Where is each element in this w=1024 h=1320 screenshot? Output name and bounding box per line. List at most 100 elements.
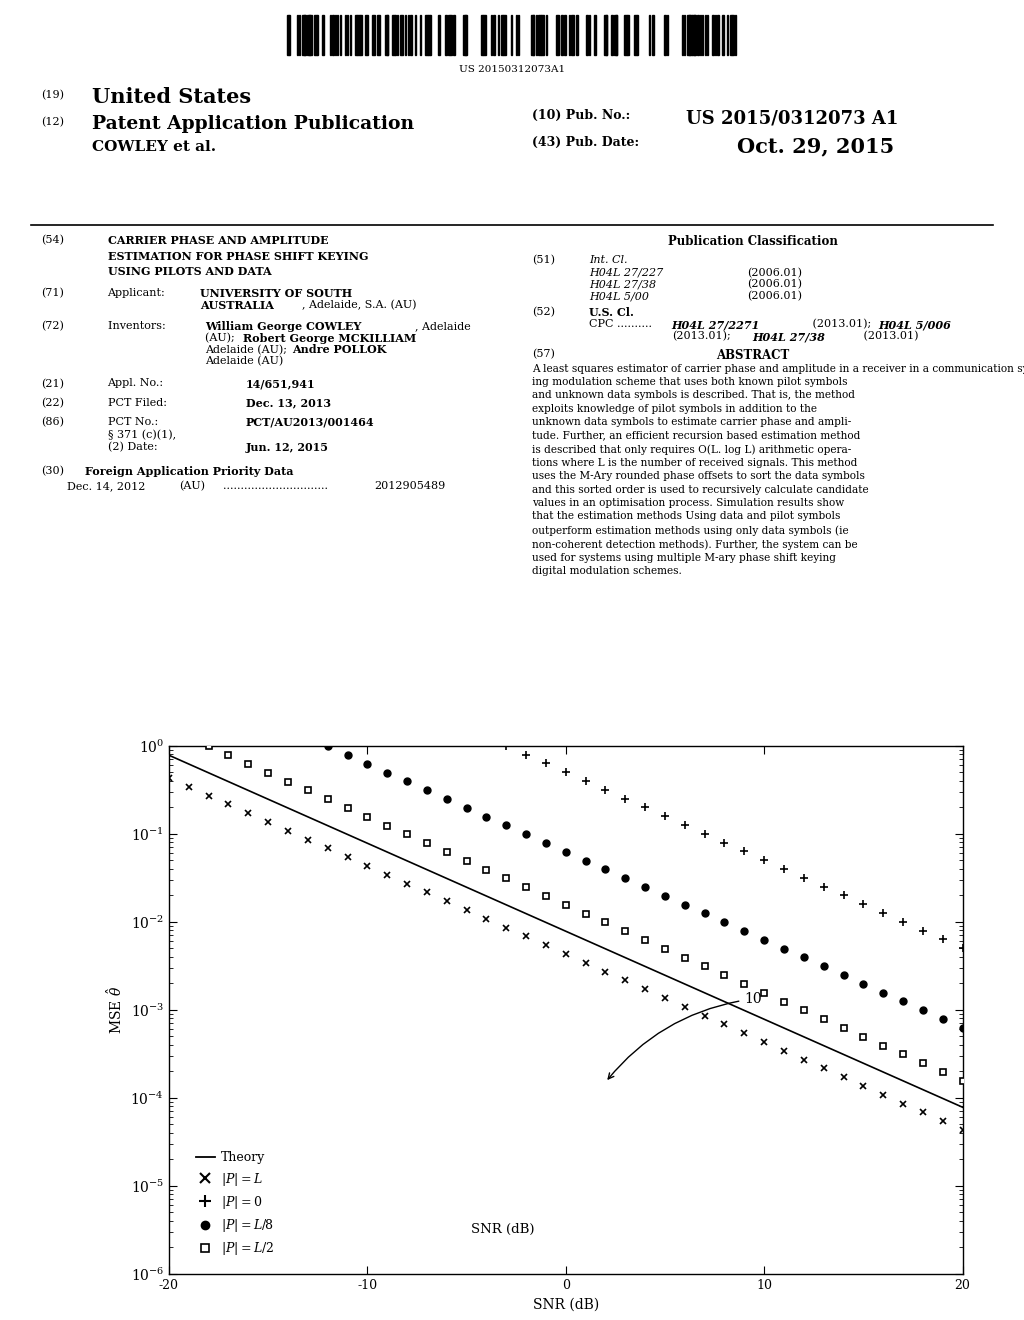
Text: William George COWLEY: William George COWLEY xyxy=(205,321,361,331)
Text: ..............................: .............................. xyxy=(223,482,329,491)
Text: (54): (54) xyxy=(41,235,63,246)
Text: (57): (57) xyxy=(532,348,555,359)
Text: (52): (52) xyxy=(532,306,555,317)
Bar xyxy=(428,15,430,55)
Text: U.S. Cl.: U.S. Cl. xyxy=(589,306,634,318)
Text: (51): (51) xyxy=(532,255,555,265)
Bar xyxy=(501,15,503,55)
Bar xyxy=(480,15,483,55)
Bar xyxy=(335,15,337,55)
Text: A least squares estimator of carrier phase and amplitude in a receiver in a comm: A least squares estimator of carrier pha… xyxy=(532,364,1024,577)
Text: AUSTRALIA: AUSTRALIA xyxy=(200,300,273,312)
Text: (30): (30) xyxy=(41,466,63,477)
Bar xyxy=(530,15,534,55)
Text: § 371 (c)(1),: § 371 (c)(1), xyxy=(108,430,176,441)
Bar xyxy=(392,15,395,55)
Bar xyxy=(359,15,362,55)
Bar xyxy=(345,15,346,55)
Bar xyxy=(503,15,506,55)
Text: (43) Pub. Date:: (43) Pub. Date: xyxy=(532,136,640,149)
Bar xyxy=(624,15,627,55)
Text: Applicant:: Applicant: xyxy=(108,288,169,298)
Bar xyxy=(689,15,692,55)
Bar xyxy=(357,15,360,55)
Text: Dec. 14, 2012: Dec. 14, 2012 xyxy=(67,482,145,491)
Bar xyxy=(634,15,637,55)
Text: Oct. 29, 2015: Oct. 29, 2015 xyxy=(737,136,895,156)
Bar xyxy=(587,15,588,55)
Bar xyxy=(539,15,542,55)
Bar xyxy=(354,15,357,55)
Text: (22): (22) xyxy=(41,397,63,408)
Bar xyxy=(400,15,402,55)
Text: COWLEY et al.: COWLEY et al. xyxy=(92,140,216,154)
Text: (21): (21) xyxy=(41,379,63,389)
Bar xyxy=(665,15,667,55)
Bar xyxy=(697,15,698,55)
Bar xyxy=(330,15,332,55)
Bar xyxy=(732,15,734,55)
Text: H04L 27/227: H04L 27/227 xyxy=(589,268,664,277)
Bar xyxy=(437,15,439,55)
Text: 10: 10 xyxy=(608,991,762,1078)
Text: (86): (86) xyxy=(41,417,63,428)
Bar xyxy=(541,15,544,55)
Text: (2013.01);: (2013.01); xyxy=(672,331,730,342)
Text: H04L 27/38: H04L 27/38 xyxy=(753,331,825,342)
Bar xyxy=(614,15,616,55)
Bar xyxy=(314,15,317,55)
Text: (72): (72) xyxy=(41,321,63,331)
Bar xyxy=(302,15,304,55)
Bar xyxy=(425,15,428,55)
Y-axis label: MSE $\hat{\theta}$: MSE $\hat{\theta}$ xyxy=(105,986,125,1034)
Text: Jun. 12, 2015: Jun. 12, 2015 xyxy=(246,442,329,453)
Text: (2013.01): (2013.01) xyxy=(860,331,919,342)
Text: Patent Application Publication: Patent Application Publication xyxy=(92,115,415,132)
Text: (12): (12) xyxy=(41,116,63,127)
Bar xyxy=(577,15,578,55)
Bar xyxy=(377,15,380,55)
Text: , Adelaide: , Adelaide xyxy=(415,321,470,331)
Text: Adelaide (AU);: Adelaide (AU); xyxy=(205,345,290,355)
Text: (10) Pub. No.:: (10) Pub. No.: xyxy=(532,110,631,123)
Bar xyxy=(717,15,719,55)
Bar xyxy=(385,15,388,55)
Bar xyxy=(309,15,312,55)
Bar xyxy=(604,15,606,55)
Text: H04L 27/38: H04L 27/38 xyxy=(589,280,656,289)
Text: H04L 27/2271: H04L 27/2271 xyxy=(672,319,760,330)
Bar xyxy=(447,15,450,55)
Text: UNIVERSITY OF SOUTH: UNIVERSITY OF SOUTH xyxy=(200,288,352,300)
Text: United States: United States xyxy=(92,87,251,107)
Text: (2006.01): (2006.01) xyxy=(748,292,803,301)
Bar xyxy=(699,15,701,55)
Text: Andre POLLOK: Andre POLLOK xyxy=(292,345,386,355)
Text: PCT Filed:: PCT Filed: xyxy=(108,397,167,408)
Legend: Theory, $|P| = L$, $|P| = 0$, $|P| = L/8$, $|P| = L/2$: Theory, $|P| = L$, $|P| = 0$, $|P| = L/8… xyxy=(191,1146,280,1262)
Bar xyxy=(563,15,566,55)
Bar xyxy=(373,15,375,55)
Bar xyxy=(594,15,596,55)
Text: Inventors:: Inventors: xyxy=(108,321,169,331)
Text: 2012905489: 2012905489 xyxy=(374,482,445,491)
Text: Dec. 13, 2013: Dec. 13, 2013 xyxy=(246,397,331,409)
Bar xyxy=(287,15,290,55)
Bar xyxy=(365,15,368,55)
Bar xyxy=(651,15,654,55)
Text: H04L 5/006: H04L 5/006 xyxy=(879,319,951,330)
Bar xyxy=(556,15,559,55)
Text: (19): (19) xyxy=(41,90,63,100)
Bar xyxy=(627,15,630,55)
Bar xyxy=(561,15,563,55)
Bar xyxy=(332,15,334,55)
Bar xyxy=(692,15,694,55)
Text: 14/651,941: 14/651,941 xyxy=(246,379,315,389)
Bar xyxy=(687,15,690,55)
Text: US 20150312073A1: US 20150312073A1 xyxy=(459,65,565,74)
Text: (AU): (AU) xyxy=(179,482,205,491)
X-axis label: SNR (dB): SNR (dB) xyxy=(532,1298,599,1311)
Text: Robert George MCKILLIAM: Robert George MCKILLIAM xyxy=(243,333,416,343)
Text: PCT/AU2013/001464: PCT/AU2013/001464 xyxy=(246,417,375,428)
Text: (2) Date:: (2) Date: xyxy=(108,442,157,453)
Text: Publication Classification: Publication Classification xyxy=(668,235,838,248)
